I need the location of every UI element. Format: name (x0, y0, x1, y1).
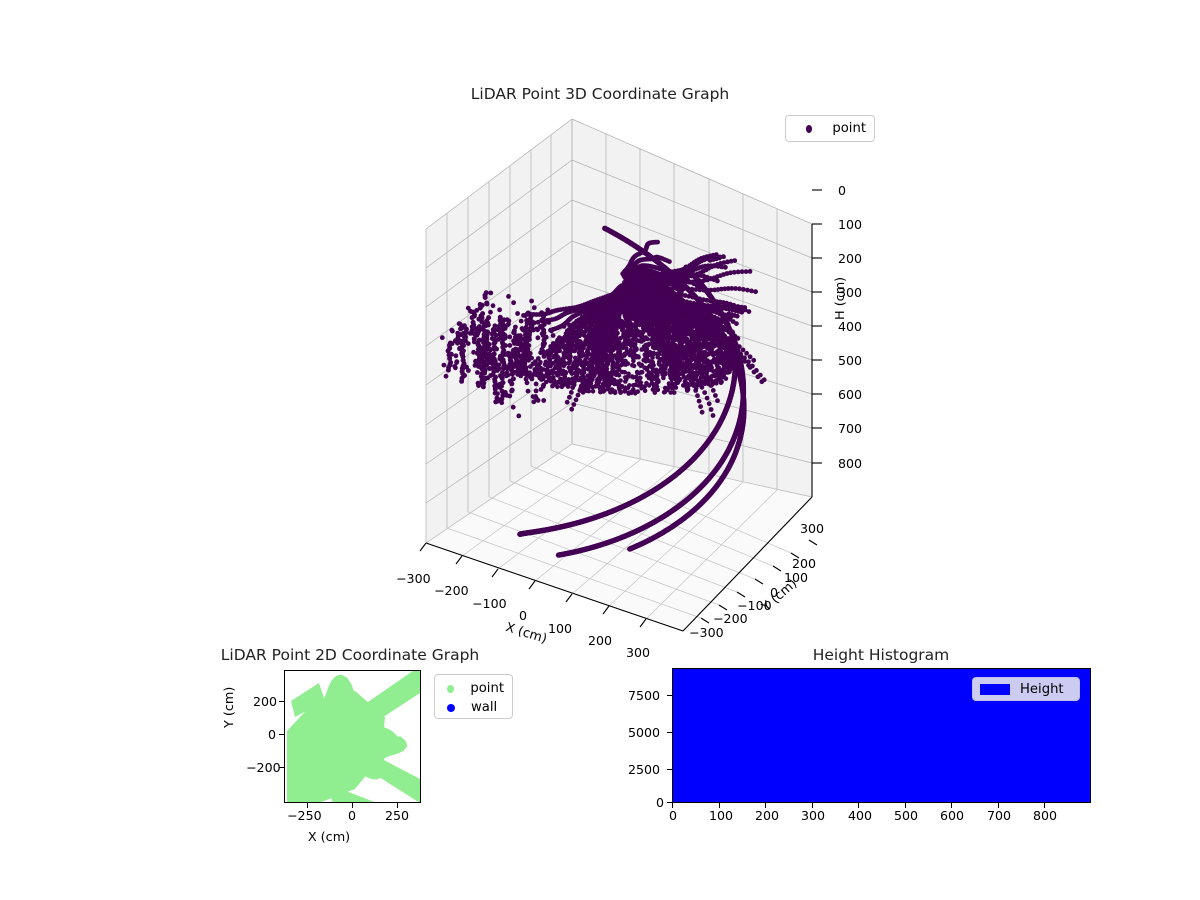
axis-hist-y-tick: 5000 (628, 725, 661, 740)
axis-hist-x-tick: 300 (801, 808, 826, 823)
axis2d-x-tickmark (307, 803, 309, 808)
legend-hist-label: Height (1020, 681, 1064, 697)
axis3d-x-tick: −300 (396, 571, 431, 586)
axis2d-y-tick: −200 (246, 760, 281, 775)
scatter2d-canvas (287, 671, 420, 802)
axis2d-y-label: Y (cm) (222, 686, 237, 728)
axis-hist-y-tickmark (667, 732, 672, 734)
panel-3d-title: LiDAR Point 3D Coordinate Graph (470, 85, 730, 103)
axis-hist-x-tickmark (765, 803, 767, 808)
legend-point-marker-icon (806, 124, 813, 133)
axis2d-x-label: X (cm) (307, 830, 351, 845)
axis-hist-x-tickmark (719, 803, 721, 808)
axis-hist-x-tick: 0 (669, 808, 678, 823)
point-cloud-3d (439, 225, 767, 558)
legend-2d-wall-label: wall (471, 700, 498, 715)
axis3d-y-tick: −100 (737, 598, 772, 613)
legend-3d-label: point (832, 121, 866, 136)
axis2d-x-tick: 0 (348, 808, 357, 823)
axis-hist-y-tickmark (667, 769, 672, 771)
axis-hist-x-tick: 100 (709, 808, 734, 823)
axis3d-z-tick: 800 (838, 456, 863, 471)
axis-hist-x-tick: 600 (940, 808, 965, 823)
axis3d-x-tick: 0 (519, 608, 528, 623)
axis3d-y-tick: 300 (800, 521, 825, 536)
axis2d-y-tick: 200 (253, 694, 278, 709)
axis2d-y-tick: 0 (268, 727, 277, 742)
axis2d-y-tickmark (279, 734, 284, 736)
axis3d-y-tick: 100 (784, 570, 809, 585)
axis3d-x-tick: −100 (472, 596, 507, 611)
axis-hist-x-tickmark (858, 803, 860, 808)
axis-hist-x-tickmark (951, 803, 953, 808)
axis3d-z-tick: 500 (838, 353, 863, 368)
axis3d-x-tick: 300 (626, 645, 651, 660)
axes2d-region (284, 670, 421, 803)
axis3d-z-tick: 300 (838, 285, 863, 300)
axis3d-z-tick: 400 (838, 319, 863, 334)
legend-point-marker-icon (447, 684, 455, 693)
axis3d-y-tick: 0 (770, 585, 779, 600)
axis3d-y-tick: 200 (792, 556, 817, 571)
axis-hist-y-tickmark (667, 695, 672, 697)
axis3d-z-tick: 0 (838, 183, 847, 198)
axis3d-y-tick: −300 (689, 625, 724, 640)
axis-hist-y-tick: 2500 (628, 762, 661, 777)
axis-hist-x-tick: 200 (755, 808, 780, 823)
axis-hist-x-tickmark (812, 803, 814, 808)
legend-3d[interactable]: point (785, 115, 875, 142)
axis3d-z-tick: 100 (838, 217, 863, 232)
axis2d-x-tickmark (352, 803, 354, 808)
axis-hist-x-tickmark (672, 803, 674, 808)
axis2d-y-tickmark (279, 767, 284, 769)
lidar-3d-plot-panel: LiDAR Point 3D Coordinate Graph (396, 85, 875, 660)
legend-height-swatch-icon (980, 683, 1010, 695)
axis3d-z-label: H (cm) (833, 276, 848, 320)
axis3d-z-tick: 200 (838, 251, 863, 266)
axis-hist-x-tick: 400 (848, 808, 873, 823)
legend-hist[interactable]: Height (972, 677, 1080, 701)
axis-hist-x-tickmark (998, 803, 1000, 808)
axis-hist-x-tick: 500 (894, 808, 919, 823)
axis2d-y-tickmark (279, 701, 284, 703)
axis3d-y-tick: −200 (713, 611, 748, 626)
axis-hist-x-tick: 800 (1033, 808, 1058, 823)
legend-2d[interactable]: point wall (434, 674, 513, 719)
legend-2d-point-label: point (470, 681, 504, 696)
axis-hist-x-tickmark (905, 803, 907, 808)
legend-wall-marker-icon (447, 703, 455, 712)
axis3d-x-tick: 200 (588, 633, 613, 648)
axis3d-x-tick: −200 (434, 583, 469, 598)
axis-hist-y-tick: 7500 (628, 688, 661, 703)
axis3d-z-tick: 600 (838, 387, 863, 402)
axis-hist-x-tick: 700 (987, 808, 1012, 823)
axes3d-canvas (419, 118, 822, 632)
axis-hist-y-tick: 0 (656, 795, 665, 810)
axis2d-x-tick: −250 (287, 808, 322, 823)
axis-hist-x-tickmark (1044, 803, 1046, 808)
axis-hist-y-tickmark (667, 802, 672, 804)
axis2d-x-tickmark (397, 803, 399, 808)
axis2d-x-tick: 250 (385, 808, 410, 823)
axis3d-z-tick: 700 (838, 421, 863, 436)
axis3d-x-tick: 100 (548, 621, 573, 636)
